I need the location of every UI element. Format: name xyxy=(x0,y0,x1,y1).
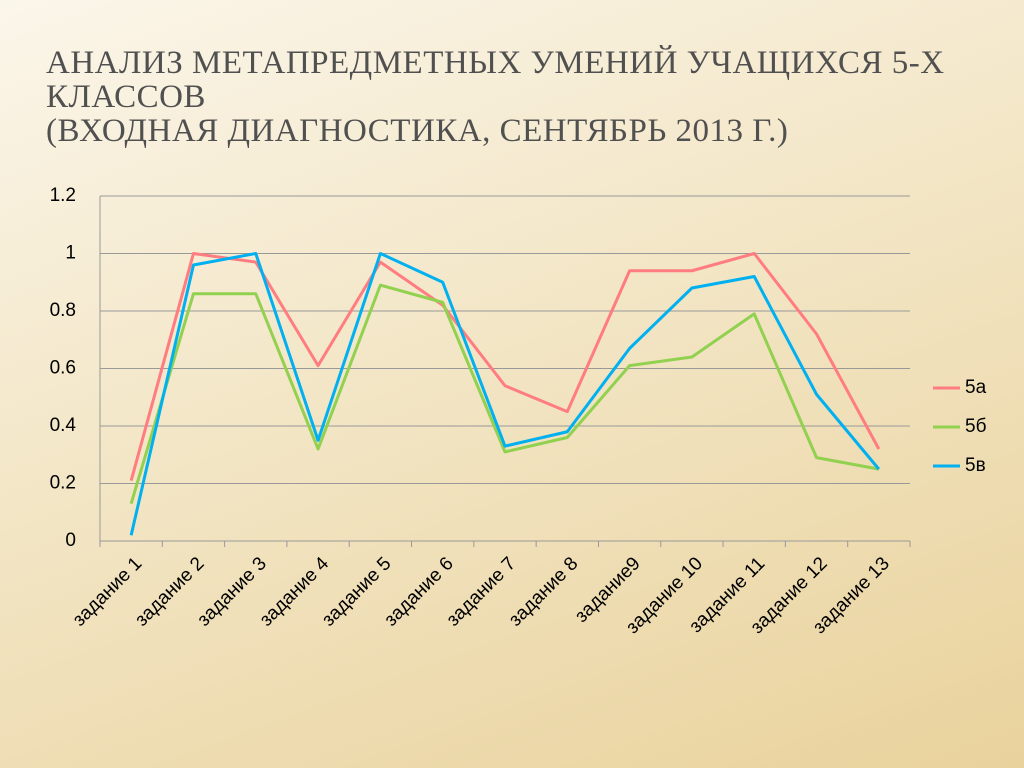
y-tick-label: 0.2 xyxy=(50,473,76,494)
y-tick-label: 0.6 xyxy=(50,358,76,379)
y-tick-label: 1 xyxy=(65,243,76,264)
legend-label: 5а xyxy=(965,377,987,398)
y-tick-label: 0.8 xyxy=(50,300,76,321)
legend-label: 5б xyxy=(965,416,987,437)
series-line xyxy=(129,283,880,505)
series-line xyxy=(129,252,881,482)
y-tick-label: 1.2 xyxy=(50,185,76,206)
title-block: АНАЛИЗ МЕТАПРЕДМЕТНЫХ УМЕНИЙ УЧАЩИХСЯ 5-… xyxy=(46,46,946,148)
chart-title: АНАЛИЗ МЕТАПРЕДМЕТНЫХ УМЕНИЙ УЧАЩИХСЯ 5-… xyxy=(46,45,945,115)
series-line xyxy=(129,252,880,536)
chart-subtitle: (ВХОДНАЯ ДИАГНОСТИКА, СЕНТЯБРЬ 2013 Г.) xyxy=(46,113,789,149)
y-tick-label: 0 xyxy=(65,530,76,551)
legend-label: 5в xyxy=(965,455,986,476)
y-tick-label: 0.4 xyxy=(50,415,77,436)
